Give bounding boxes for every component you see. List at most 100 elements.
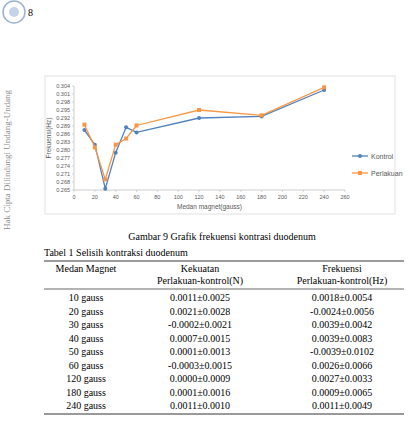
legend-label: Kontrol: [371, 153, 394, 160]
x-tick-label: 60: [133, 194, 139, 200]
y-tick-label: 0.286: [56, 131, 70, 137]
x-tick-label: 220: [299, 194, 308, 200]
table-cell: 60 gauss: [69, 360, 104, 371]
y-tick-label: 0.268: [56, 179, 70, 185]
table-cell: -0.0003±0.0015: [168, 360, 232, 371]
data-point: [103, 177, 107, 181]
x-tick-label: 240: [320, 194, 329, 200]
y-tick-label: 0.298: [56, 99, 70, 105]
table-rule: [44, 414, 404, 415]
table-header: Kekuatan: [181, 263, 219, 274]
table-cell: 0.0026±0.0066: [312, 360, 373, 371]
table-cell: 0.0027±0.0033: [312, 373, 373, 384]
table-cell: -0.0024±0.0056: [310, 306, 374, 317]
y-tick-label: 0.295: [56, 107, 70, 113]
x-tick-label: 160: [236, 194, 245, 200]
data-point: [197, 116, 201, 120]
logo-ring: [3, 1, 25, 23]
legend-marker: [358, 154, 362, 158]
logo-core: [9, 7, 19, 17]
y-axis: [74, 86, 75, 190]
table-header: Medan Magnet: [56, 263, 117, 274]
table-cell: -0.0039±0.0102: [310, 346, 374, 357]
x-axis: [74, 190, 345, 191]
x-tick-label: 100: [174, 194, 183, 200]
table-cell: 0.0021±0.0028: [170, 306, 231, 317]
y-tick-label: 0.271: [56, 171, 70, 177]
y-tick-label: 0.304: [56, 83, 70, 89]
table-cell: 0.0001±0.0016: [170, 387, 231, 398]
x-tick-label: 40: [113, 194, 119, 200]
table-cell: 20 gauss: [69, 306, 104, 317]
x-tick-label: 20: [92, 194, 98, 200]
series: [82, 85, 326, 181]
axes: 0.2650.2680.2710.2740.2770.2800.2830.286…: [45, 83, 350, 211]
table-cell: 180 gauss: [66, 387, 106, 398]
y-tick-label: 0.265: [56, 187, 70, 193]
table-rule: [44, 289, 404, 290]
data-point: [103, 187, 107, 191]
table-title: Tabel 1 Selisih kontraksi duodenum: [44, 247, 188, 258]
data-point: [322, 85, 326, 89]
data-point: [93, 145, 97, 149]
series-line: [84, 87, 324, 179]
y-tick-label: 0.277: [56, 155, 70, 161]
y-tick-label: 0.301: [56, 91, 70, 97]
watermark: Hak Cipta Dilindungi Undang-Undang: [2, 89, 12, 230]
x-axis-title: Medan magnet(gauss): [177, 203, 242, 211]
table-cell: 50 gauss: [69, 346, 104, 357]
table-cell: 0.0009±0.0065: [312, 387, 373, 398]
plot-area: [82, 85, 326, 190]
series-line: [84, 90, 324, 189]
table-cell: 0.0039±0.0083: [312, 333, 373, 344]
page-number: 8: [28, 7, 33, 18]
x-tick-label: 180: [257, 194, 266, 200]
x-tick-label: 260: [340, 194, 349, 200]
table-header: Frekuensi: [322, 263, 362, 274]
table-cell: 0.0011±0.0049: [312, 400, 372, 411]
logo: [3, 1, 25, 23]
x-tick-label: 140: [215, 194, 224, 200]
table-cell: 0.0011±0.0010: [170, 400, 230, 411]
chart-frame: [45, 76, 395, 214]
series: [82, 88, 326, 191]
data-point: [124, 125, 128, 129]
table: Tabel 1 Selisih kontraksi duodenum Medan …: [44, 247, 404, 414]
data-point: [124, 137, 128, 141]
y-tick-label: 0.292: [56, 115, 70, 121]
data-point: [114, 143, 118, 147]
table-cell: 0.0007±0.0015: [170, 333, 231, 344]
x-tick-label: 200: [278, 194, 287, 200]
data-point: [260, 113, 264, 117]
y-tick-label: 0.280: [56, 147, 70, 153]
y-tick-label: 0.289: [56, 123, 70, 129]
table-cell: 10 gauss: [69, 292, 104, 303]
table-cell: 0.0039±0.0042: [312, 319, 373, 330]
table-cell: 240 gauss: [66, 400, 106, 411]
table-cell: 120 gauss: [66, 373, 106, 384]
data-point: [197, 108, 201, 112]
legend-marker: [358, 171, 362, 175]
table-cell: 40 gauss: [69, 333, 104, 344]
table-cell: 0.0011±0.0025: [170, 292, 230, 303]
table-header: Perlakuan-kontrol(Hz): [297, 275, 388, 287]
table-cell: 0.0018±0.0054: [312, 292, 373, 303]
table-cell: -0.0002±0.0021: [168, 319, 232, 330]
x-tick-label: 120: [194, 194, 203, 200]
y-axis-title: Frekuensi(Hz): [45, 118, 53, 159]
data-point: [135, 130, 139, 134]
page: 8 Hak Cipta Dilindungi Undang-Undang 0.265…: [0, 0, 418, 429]
table-cell: 0.0000±0.0009: [170, 373, 231, 384]
x-tick-label: 0: [72, 194, 75, 200]
legend-label: Perlakuan: [371, 170, 403, 177]
table-header: Perlakuan-kontrol(N): [157, 275, 243, 287]
y-tick-label: 0.283: [56, 139, 70, 145]
table-rule: [44, 261, 404, 262]
legend: Kontrol Perlakuan: [352, 153, 403, 177]
figure-caption: Gambar 9 Grafik frekuensi kontrasi duode…: [128, 231, 316, 242]
x-tick-label: 80: [154, 194, 160, 200]
table-cell: 0.0001±0.0013: [170, 346, 231, 357]
table-cell: 30 gauss: [69, 319, 104, 330]
data-point: [135, 123, 139, 127]
data-point: [82, 123, 86, 127]
